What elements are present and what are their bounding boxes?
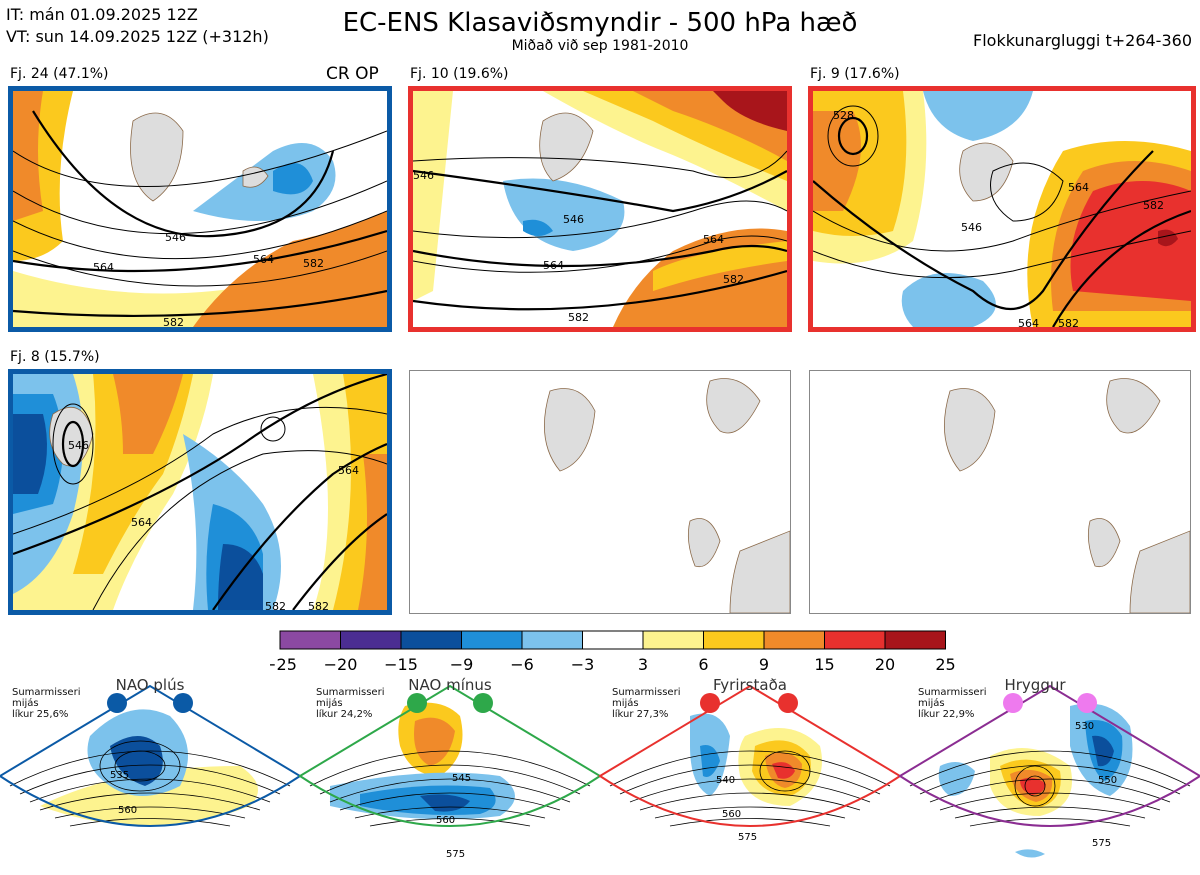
colorbar-tick-11: 25 [935, 655, 955, 674]
regime-2-contour-3: 575 [446, 849, 465, 860]
cluster-map-3: 528 546 564 582 564 582 [808, 86, 1196, 332]
regime-4-contour-2: 550 [1098, 775, 1117, 786]
regime-row: NAO plús 535 560 NAO mínus 545 560 575 [0, 676, 1200, 871]
regime-3-info: Sumarmisseri mijás líkur 27,3% [612, 687, 680, 720]
regime-4-contour-3: 575 [1092, 838, 1111, 849]
colorbar-tick-8: 9 [759, 655, 769, 674]
colorbar-cell-2 [400, 630, 462, 650]
panel-3-contour-3: 564 [1068, 181, 1089, 194]
panel-3-label: Fj. 9 (17.6%) [810, 66, 900, 82]
page-title: EC-ENS Klasaviðsmyndir - 500 hPa hæð [342, 8, 858, 38]
regime-nao-minus: NAO mínus 545 560 575 [298, 676, 602, 860]
panel-1-label: Fj. 24 (47.1%) [10, 66, 109, 82]
regime-3-contour-2: 560 [722, 809, 741, 820]
colorbar-cell-1 [340, 630, 402, 650]
cluster-map-4: 546 564 564 582 582 [8, 369, 392, 615]
panel-2-contour-3: 564 [543, 259, 564, 272]
regime-3-info-1: Sumarmisseri [612, 687, 681, 698]
it-line: IT: mán 01.09.2025 12Z [6, 5, 198, 24]
empty-map-5 [409, 370, 791, 614]
regime-1-info-2: mijás [12, 698, 39, 709]
panel-3-contour-6: 582 [1058, 317, 1079, 327]
regime-1-info-1: Sumarmisseri [12, 687, 81, 698]
panel-4-contour-4: 582 [265, 600, 286, 610]
colorbar-cell-9 [824, 630, 886, 650]
colorbar-tick-9: 15 [814, 655, 834, 674]
colorbar-tick-1: −20 [324, 655, 358, 674]
regime-1-contour-1: 535 [110, 770, 129, 781]
regime-3-info-2: mijás [612, 698, 639, 709]
colorbar-cell-7 [703, 630, 765, 650]
colorbar-cell-6 [642, 630, 704, 650]
panel-4-contour-3: 564 [338, 464, 359, 477]
regime-2-info: Sumarmisseri mijás líkur 24,2% [316, 687, 384, 720]
regime-3-contour-3: 575 [738, 832, 757, 843]
panel-1-contour-2: 564 [93, 261, 114, 274]
regime-1-contour-2: 560 [118, 805, 137, 816]
panel-3-contour-2: 546 [961, 221, 982, 234]
regime-2-info-1: Sumarmisseri [316, 687, 385, 698]
colorbar-cell-4 [521, 630, 583, 650]
regime-2-info-3: líkur 24,2% [316, 709, 373, 720]
colorbar-cell-0 [279, 630, 341, 650]
panel-3-contour-5: 564 [1018, 317, 1039, 327]
panel-2-contour-2: 546 [563, 213, 584, 226]
panel-1-contour-5: 582 [163, 316, 184, 327]
cluster-map-2: 546 546 564 564 582 582 [408, 86, 792, 332]
regime-blocking: Fyrirstaða 540 560 575 [598, 676, 902, 843]
panel-1-tag: CR OP [326, 64, 379, 84]
panel-2-contour-4: 564 [703, 233, 724, 246]
regime-4-info: Sumarmisseri mijás líkur 22,9% [918, 687, 986, 720]
colorbar-tick-6: 3 [638, 655, 648, 674]
regime-3-contour-1: 540 [716, 775, 735, 786]
regime-2-contour-2: 560 [436, 815, 455, 826]
regime-3-info-3: líkur 27,3% [612, 709, 669, 720]
init-time: IT: mán 01.09.2025 12Z VT: sun 14.09.202… [6, 4, 269, 48]
vt-line: VT: sun 14.09.2025 12Z (+312h) [6, 27, 269, 46]
regime-4-info-1: Sumarmisseri [918, 687, 987, 698]
regime-3-title: Fyrirstaða [713, 676, 787, 694]
cluster-map-1: 546 564 564 582 582 [8, 86, 392, 332]
regime-2-info-2: mijás [316, 698, 343, 709]
colorbar-tick-3: −9 [450, 655, 474, 674]
classification-window: Flokkunargluggi t+264-360 [973, 31, 1192, 50]
regime-nao-plus: NAO plús 535 560 [0, 676, 302, 827]
regime-1-info: Sumarmisseri mijás líkur 25,6% [12, 687, 80, 720]
panel-4-contour-5: 582 [308, 600, 329, 610]
panel-1-contour-3: 564 [253, 253, 274, 266]
panel-1-contour-4: 582 [303, 257, 324, 270]
colorbar-tick-5: −3 [571, 655, 595, 674]
panel-3-contour-4: 582 [1143, 199, 1164, 212]
regime-4-info-2: mijás [918, 698, 945, 709]
regime-ridge: Hryggur 530 550 575 [898, 676, 1200, 858]
colorbar-cell-8 [763, 630, 825, 650]
panel-3-contour-1: 528 [833, 109, 854, 122]
colorbar-tick-4: −6 [510, 655, 534, 674]
colorbar: −25 −20 −15 −9 −6 −3 3 6 9 15 20 25 [270, 630, 956, 674]
regime-2-title: NAO mínus [408, 676, 492, 694]
page-subtitle: Miðað við sep 1981-2010 [511, 38, 689, 54]
colorbar-tick-7: 6 [698, 655, 708, 674]
panel-2-contour-6: 582 [568, 311, 589, 324]
colorbar-cell-5 [582, 630, 644, 650]
empty-map-6 [809, 370, 1191, 614]
panel-2-contour-5: 582 [723, 273, 744, 286]
panel-1-contour-1: 546 [165, 231, 186, 244]
regime-2-contour-1: 545 [452, 773, 471, 784]
regime-4-info-3: líkur 22,9% [918, 709, 975, 720]
panel-2-label: Fj. 10 (19.6%) [410, 66, 509, 82]
regime-1-title: NAO plús [116, 676, 185, 694]
regime-4-title: Hryggur [1004, 676, 1066, 694]
panel-4-contour-1: 546 [68, 439, 89, 452]
colorbar-tick-0: −25 [270, 655, 297, 674]
colorbar-tick-2: −15 [384, 655, 418, 674]
colorbar-cell-3 [461, 630, 523, 650]
regime-4-contour-1: 530 [1075, 721, 1094, 732]
panel-4-label: Fj. 8 (15.7%) [10, 349, 100, 365]
colorbar-cell-10 [884, 630, 946, 650]
panel-4-contour-2: 564 [131, 516, 152, 529]
panel-2-contour-1: 546 [413, 169, 434, 182]
colorbar-tick-10: 20 [875, 655, 895, 674]
regime-1-info-3: líkur 25,6% [12, 709, 69, 720]
